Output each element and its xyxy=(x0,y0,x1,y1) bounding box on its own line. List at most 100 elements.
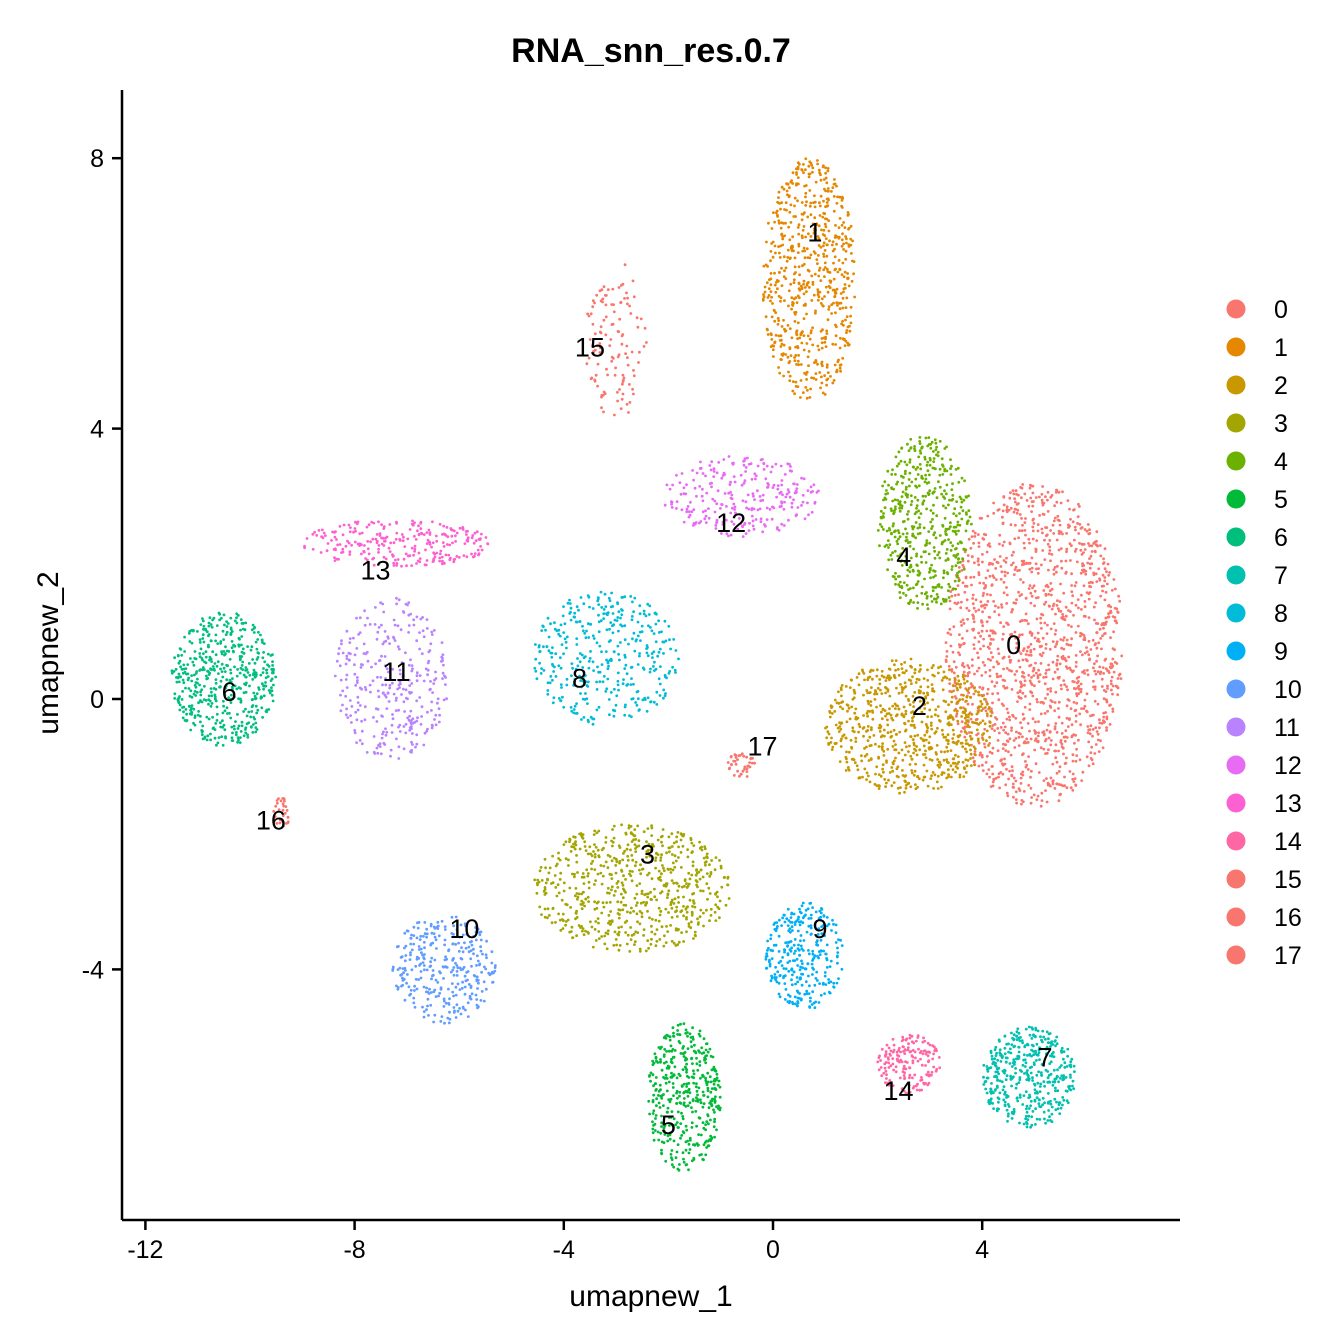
data-point xyxy=(1079,723,1082,727)
data-point xyxy=(918,523,922,526)
data-point xyxy=(1050,593,1053,597)
data-point xyxy=(224,633,228,637)
data-point xyxy=(1048,552,1051,555)
data-point xyxy=(826,730,830,734)
data-point xyxy=(773,244,777,248)
data-point xyxy=(1059,501,1063,505)
data-point xyxy=(889,730,893,734)
data-point xyxy=(1087,639,1091,643)
data-point xyxy=(917,509,921,513)
data-point xyxy=(663,1124,667,1127)
data-point xyxy=(1003,725,1007,729)
data-point xyxy=(840,223,844,227)
data-point xyxy=(630,840,634,843)
data-point xyxy=(988,668,992,672)
data-point xyxy=(914,468,918,471)
data-point xyxy=(986,714,989,718)
data-point xyxy=(983,742,986,746)
data-point xyxy=(986,600,990,603)
data-point xyxy=(902,715,906,719)
data-point xyxy=(910,757,914,761)
data-point xyxy=(823,340,827,344)
data-point xyxy=(1053,709,1057,713)
data-point xyxy=(1040,492,1044,496)
data-point xyxy=(912,741,916,745)
data-point xyxy=(842,338,846,341)
data-point xyxy=(1014,737,1018,740)
data-point xyxy=(822,178,826,181)
data-point xyxy=(903,681,907,685)
data-point xyxy=(207,633,211,636)
data-point xyxy=(911,710,915,713)
data-point xyxy=(189,657,192,660)
data-point xyxy=(808,256,812,260)
data-point xyxy=(1034,496,1038,499)
data-point xyxy=(912,586,915,590)
data-point xyxy=(225,706,229,710)
data-point xyxy=(1069,643,1073,647)
data-point xyxy=(242,652,246,655)
data-point xyxy=(587,900,590,903)
data-point xyxy=(694,1110,698,1113)
data-point xyxy=(838,725,842,728)
data-point xyxy=(896,765,900,769)
data-point xyxy=(707,886,711,890)
data-point xyxy=(817,224,821,228)
data-point xyxy=(977,573,981,577)
data-point xyxy=(959,606,963,610)
data-point xyxy=(939,665,943,668)
data-point xyxy=(830,312,833,315)
data-point xyxy=(679,1052,683,1055)
data-point xyxy=(204,699,208,702)
data-point xyxy=(884,691,887,695)
data-point xyxy=(960,715,963,718)
data-point xyxy=(795,301,799,304)
data-point xyxy=(1075,560,1079,564)
data-point xyxy=(882,749,886,753)
data-point xyxy=(699,1101,703,1105)
data-point xyxy=(818,266,822,270)
data-point xyxy=(651,1073,655,1077)
data-point xyxy=(886,568,889,572)
data-point xyxy=(795,329,799,333)
data-point xyxy=(1065,532,1068,535)
data-point xyxy=(231,739,235,742)
data-point xyxy=(610,859,614,863)
data-point xyxy=(866,729,870,732)
data-point xyxy=(930,715,933,718)
data-point xyxy=(665,883,668,887)
data-point xyxy=(921,494,925,498)
data-point xyxy=(683,879,687,883)
data-point xyxy=(232,650,235,654)
data-point xyxy=(773,341,776,345)
data-point xyxy=(1075,676,1079,680)
data-point xyxy=(828,286,832,290)
data-point xyxy=(1057,715,1061,719)
data-point xyxy=(203,736,207,740)
data-point xyxy=(983,697,986,701)
data-point xyxy=(804,235,807,239)
data-point xyxy=(984,761,988,764)
data-point xyxy=(973,686,976,690)
data-point xyxy=(251,731,255,734)
data-point xyxy=(648,1112,651,1116)
data-point xyxy=(707,1106,711,1110)
data-point xyxy=(976,557,980,561)
data-point xyxy=(677,940,681,944)
data-point xyxy=(216,741,220,745)
data-point xyxy=(921,502,925,506)
data-point xyxy=(827,189,830,193)
data-point xyxy=(805,247,809,251)
data-point xyxy=(816,262,819,265)
data-point xyxy=(652,1084,655,1088)
data-point xyxy=(193,690,197,693)
data-point xyxy=(887,527,891,530)
data-point xyxy=(233,727,236,731)
data-point xyxy=(546,878,549,882)
scatter-points xyxy=(170,157,1124,1172)
data-point xyxy=(793,320,797,323)
data-point xyxy=(582,890,585,894)
data-point xyxy=(605,901,609,904)
data-point xyxy=(890,716,894,720)
data-point xyxy=(917,516,921,519)
